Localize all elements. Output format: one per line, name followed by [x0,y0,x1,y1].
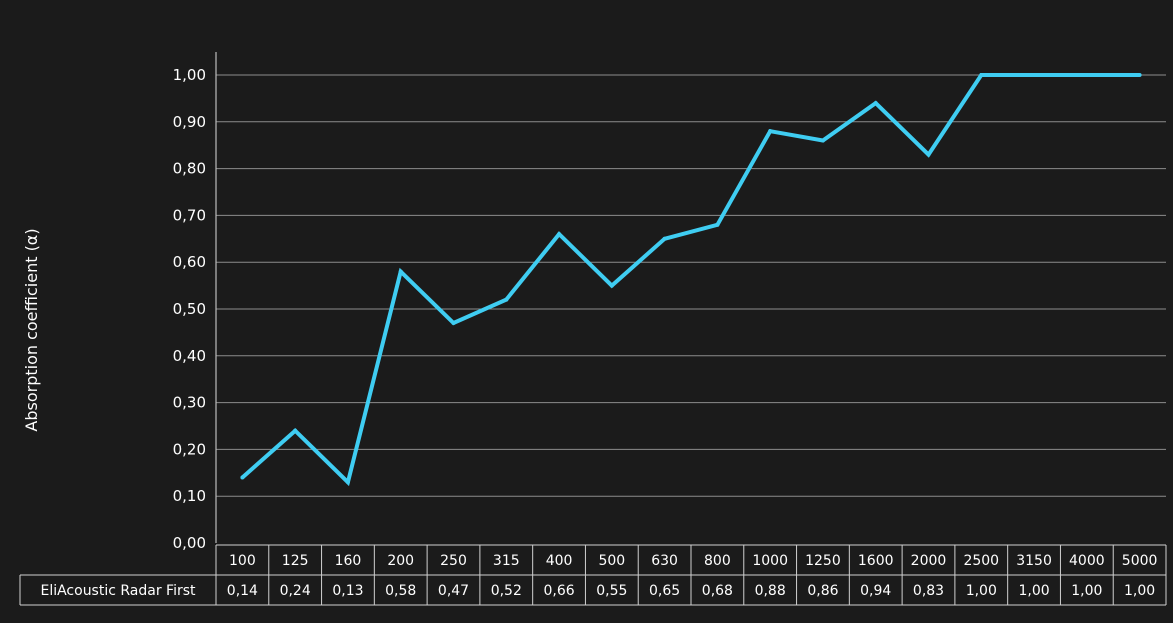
x-category-label: 1250 [805,553,841,569]
y-tick-label: 0,70 [173,206,206,224]
x-category-label: 500 [598,553,625,569]
data-point [662,236,667,241]
y-tick-label: 0,20 [173,440,206,458]
data-value-cell: 0,66 [543,583,574,599]
data-value-cell: 0,94 [860,583,891,599]
data-value-cell: 0,52 [491,583,522,599]
data-value-cell: 0,83 [913,583,944,599]
x-category-label: 1000 [752,553,788,569]
y-tick-label: 0,40 [173,347,206,365]
data-value-cell: 0,13 [332,583,363,599]
data-value-cell: 0,14 [227,583,258,599]
x-category-label: 800 [704,553,731,569]
data-value-cell: 1,00 [1071,583,1102,599]
data-point [345,480,350,485]
y-tick-label: 0,50 [173,300,206,318]
x-category-label: 400 [546,553,573,569]
x-category-label: 630 [651,553,678,569]
data-point [609,283,614,288]
data-value-cell: 0,58 [385,583,416,599]
data-point [715,222,720,227]
data-value-cell: 0,65 [649,583,680,599]
data-value-cell: 1,00 [1018,583,1049,599]
data-value-cell: 0,86 [807,583,838,599]
data-value-cell: 0,55 [596,583,627,599]
x-category-label: 5000 [1122,553,1158,569]
data-point [820,138,825,143]
y-tick-label: 0,10 [173,487,206,505]
y-tick-label: 0,30 [173,394,206,412]
x-category-label: 250 [440,553,467,569]
y-tick-label: 0,60 [173,253,206,271]
y-tick-label: 0,90 [173,113,206,131]
x-category-label: 315 [493,553,520,569]
x-category-label: 100 [229,553,256,569]
data-point [293,428,298,433]
y-axis-ticks: 0,00 0,10 0,20 0,30 0,40 0,50 0,60 0,70 0,80 0,90… [173,66,206,552]
y-tick-label: 0,80 [173,160,206,178]
x-category-label: 160 [335,553,362,569]
x-category-label: 4000 [1069,553,1105,569]
data-point [979,73,984,77]
data-point [1084,73,1089,77]
x-category-label: 2000 [911,553,947,569]
data-point [768,129,773,134]
data-point [504,297,509,302]
y-tick-label: 0,00 [173,534,206,552]
data-value-cell: 0,88 [755,583,786,599]
x-category-label: 3150 [1016,553,1052,569]
data-value-cell: 1,00 [1124,583,1155,599]
data-value-cell: 0,47 [438,583,469,599]
data-point [873,101,878,106]
y-axis-label: Absorption coefficient (α) [22,228,41,431]
data-table: 100 125 160 200 250 315 400 500 630 800 1000 1250 16… [19,544,1167,606]
data-point [1032,73,1037,77]
data-point [240,475,245,480]
series-line [241,73,1140,487]
data-point [398,269,403,274]
data-point [557,232,562,237]
data-point [1137,73,1142,77]
data-point [451,321,456,326]
data-value-cell: 1,00 [966,583,997,599]
series-name-cell: EliAcoustic Radar First [40,583,196,599]
series-layer [240,73,1142,487]
x-category-label: 1600 [858,553,894,569]
data-value-cell: 0,68 [702,583,733,599]
x-category-label: 2500 [963,553,999,569]
data-point [926,152,931,157]
x-category-label: 125 [282,553,309,569]
y-tick-label: 1,00 [173,66,206,84]
data-value-cell: 0,24 [280,583,311,599]
x-category-label: 200 [387,553,414,569]
